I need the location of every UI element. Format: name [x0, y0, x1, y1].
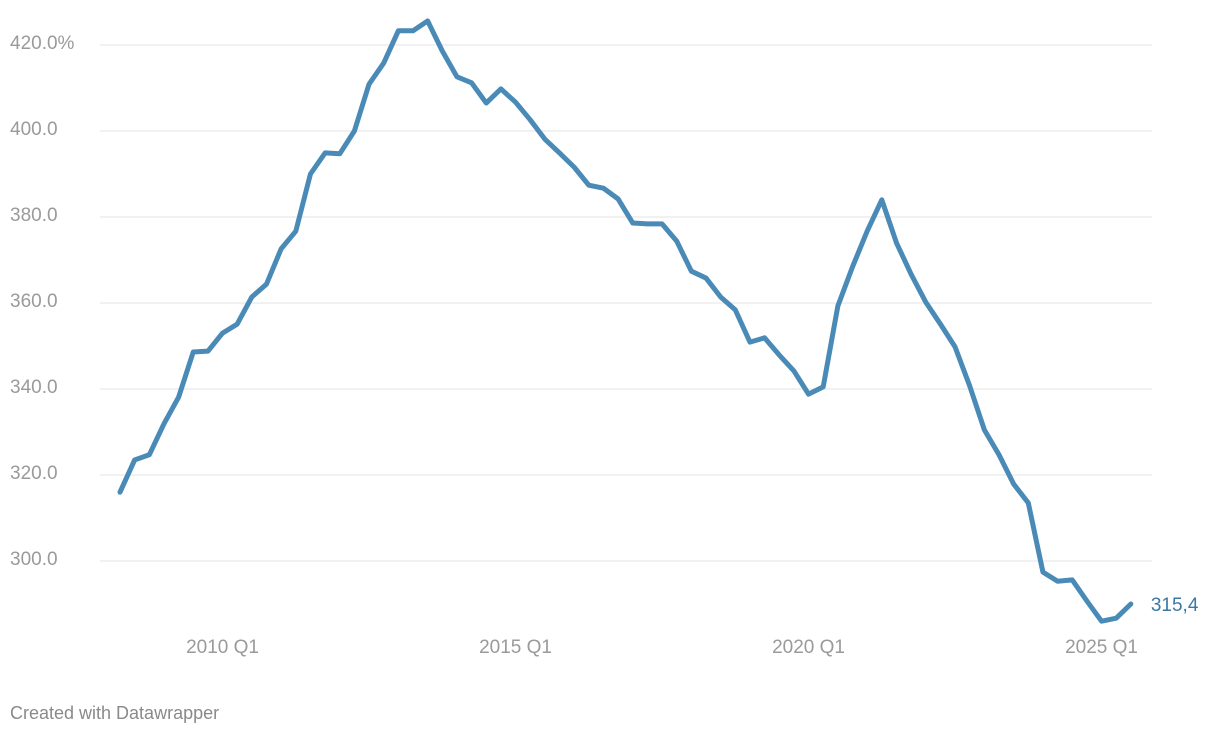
annotation: 315,4: [1151, 595, 1199, 616]
x-tick-label: 2015 Q1: [479, 637, 552, 658]
y-tick-label: 320.0: [10, 463, 58, 484]
x-tick-label: 2025 Q1: [1065, 637, 1138, 658]
data-line: [117, 18, 1134, 624]
x-tick-label: 2010 Q1: [186, 637, 259, 658]
x-tick-label: 2020 Q1: [772, 637, 845, 658]
y-tick-label: 400.0: [10, 119, 58, 140]
y-tick-label: 300.0: [10, 549, 58, 570]
y-tick-label: 420.0%: [10, 33, 75, 54]
footer: Created with Datawrapper: [10, 703, 219, 723]
y-tick-label: 360.0: [10, 291, 58, 312]
y-tick-label: 380.0: [10, 205, 58, 226]
y-tick-label: 340.0: [10, 377, 58, 398]
